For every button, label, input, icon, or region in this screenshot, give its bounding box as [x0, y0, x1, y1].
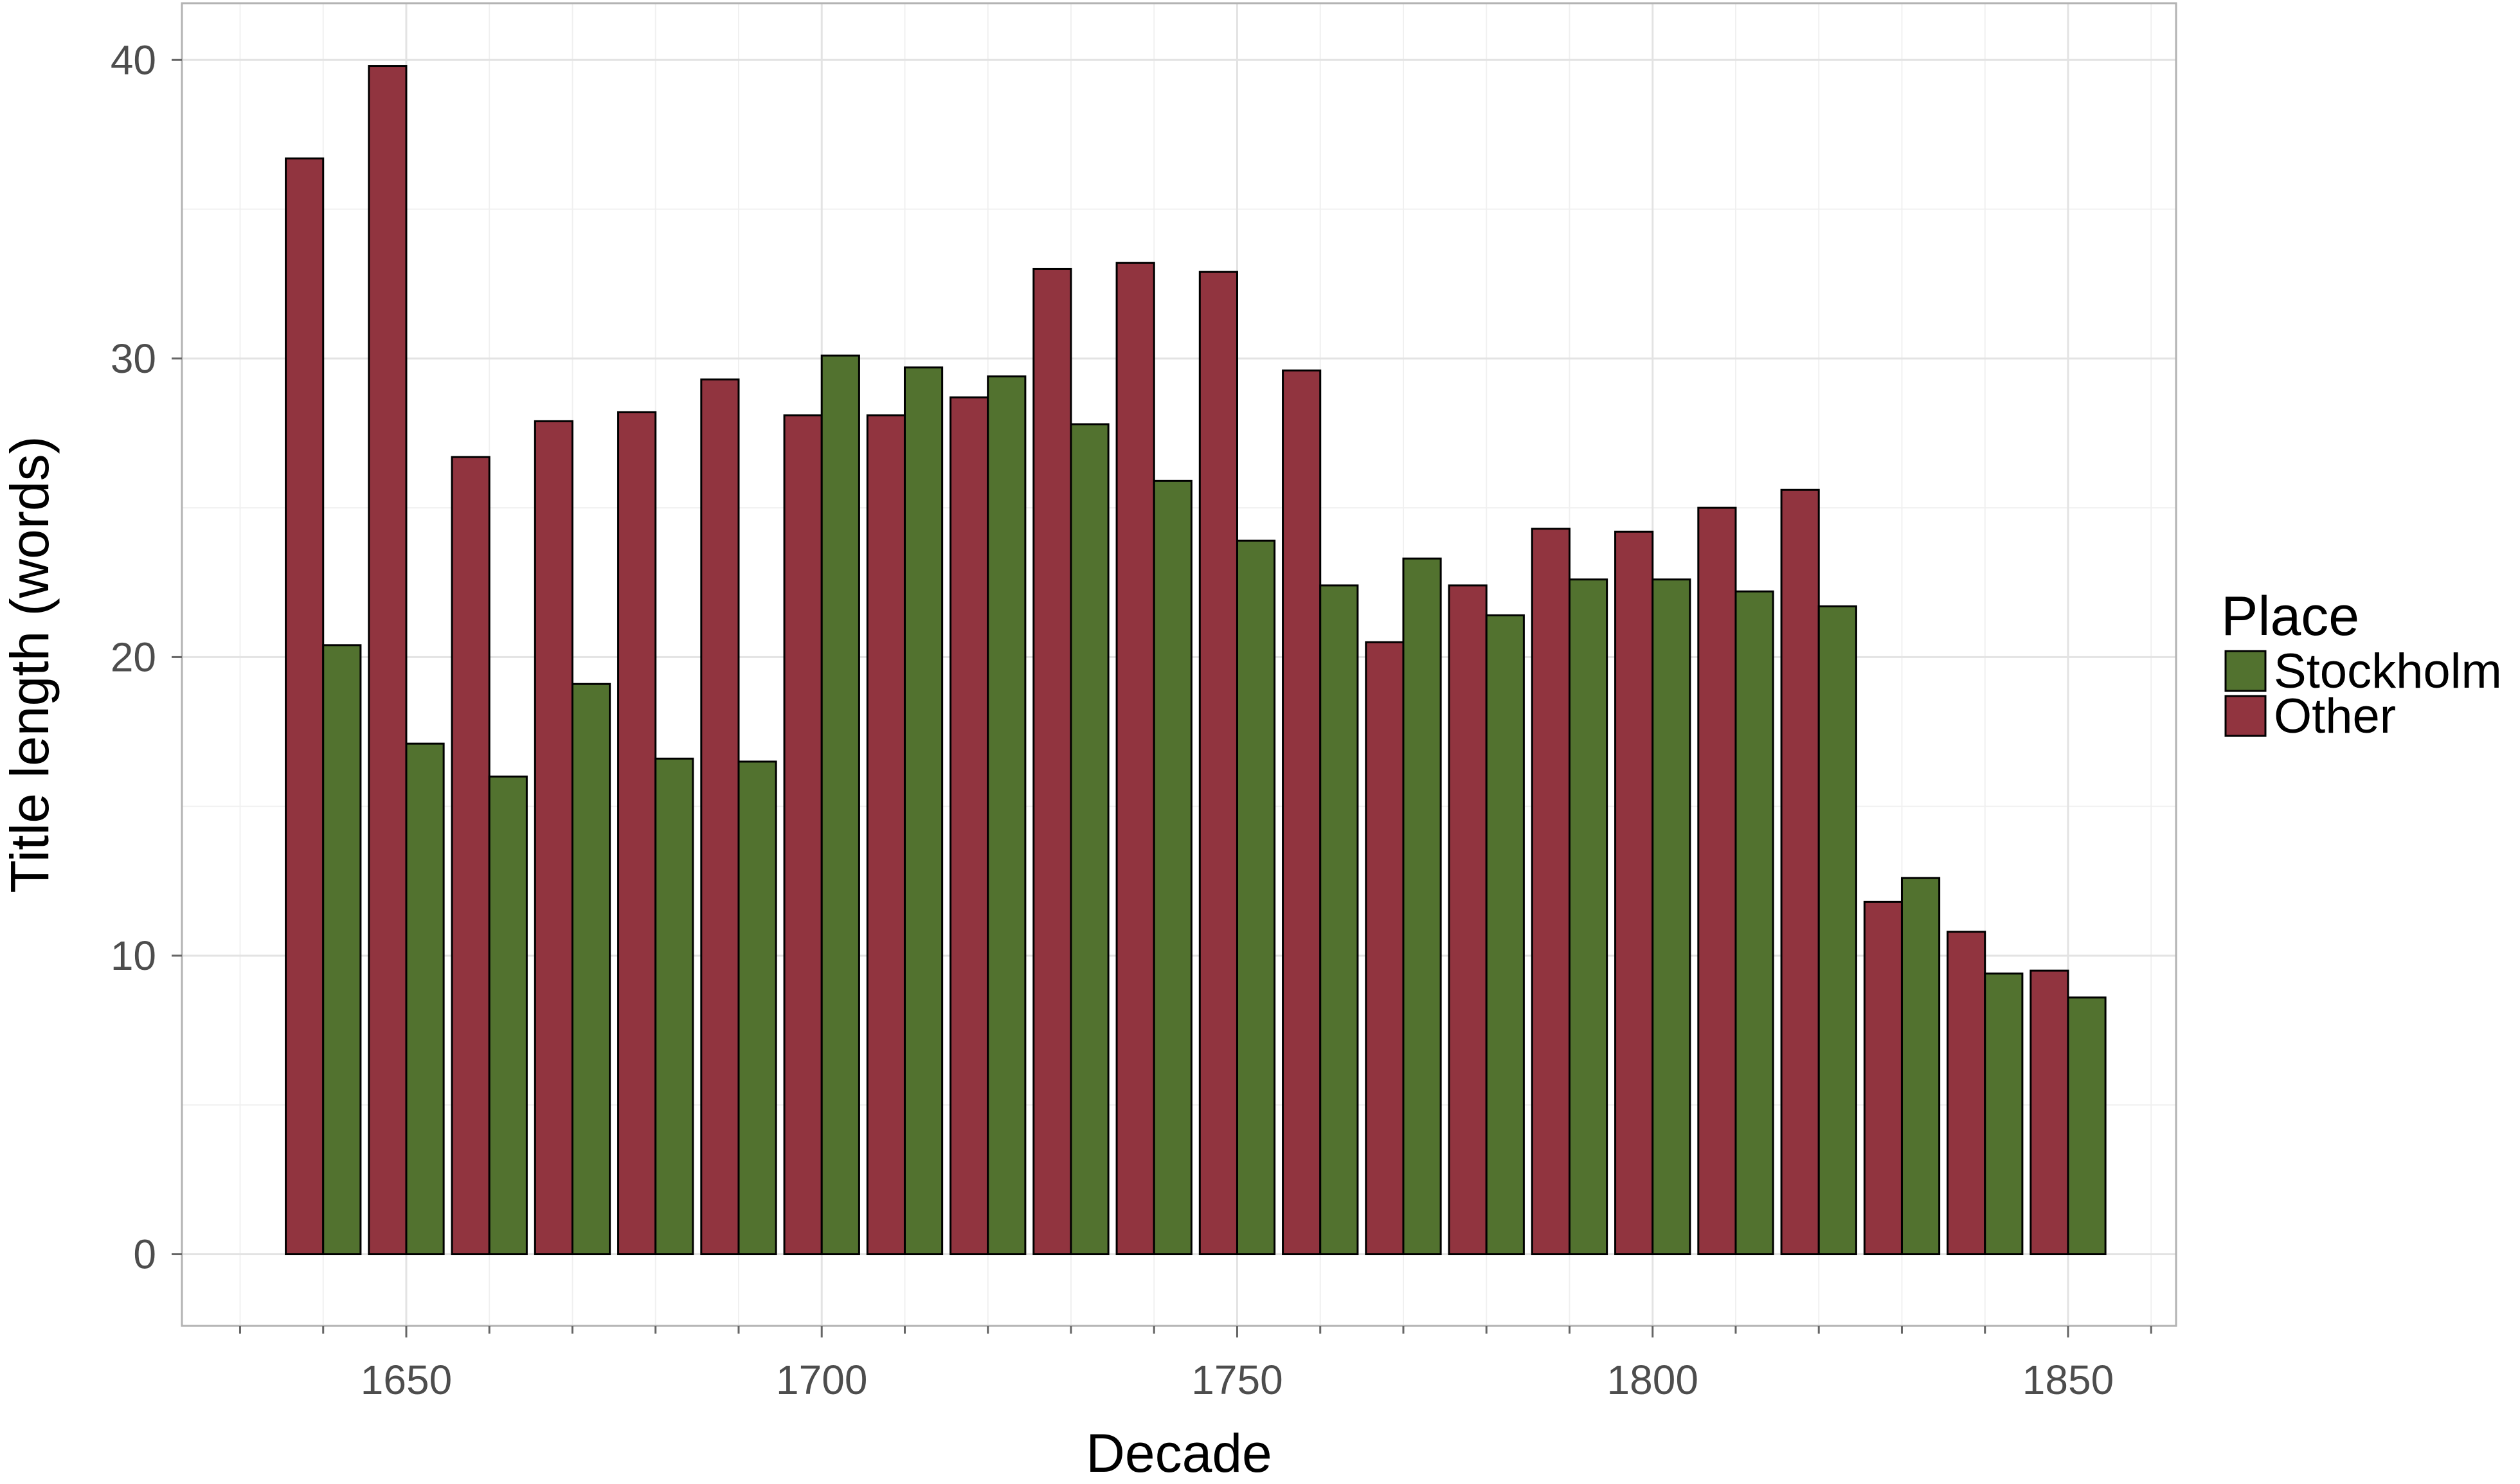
legend-title: Place [2221, 586, 2359, 647]
legend: Place Stockholm Other [2221, 586, 2502, 744]
legend-label-other: Other [2274, 689, 2396, 744]
bar-stockholm-1680 [654, 757, 694, 1256]
bar-other-1810 [1697, 506, 1737, 1256]
bar-other-1640 [285, 157, 325, 1256]
bar-other-1830 [1863, 900, 1903, 1256]
bar-stockholm-1660 [488, 775, 528, 1256]
y-tick-label: 40 [111, 37, 156, 83]
legend-label-stockholm: Stockholm [2274, 644, 2502, 699]
bar-other-1780 [1448, 584, 1488, 1256]
bar-other-1720 [950, 396, 989, 1256]
bar-other-1760 [1282, 369, 1322, 1256]
x-tick-label: 1650 [361, 1357, 452, 1403]
bar-other-1770 [1365, 641, 1405, 1256]
x-axis-title: Decade [1086, 1423, 1272, 1481]
bar-stockholm-1820 [1817, 605, 1857, 1256]
bar-stockholm-1850 [2067, 996, 2107, 1256]
bar-other-1710 [866, 414, 906, 1256]
bar-stockholm-1800 [1652, 578, 1691, 1256]
bar-stockholm-1710 [903, 366, 944, 1256]
bar-stockholm-1840 [1984, 972, 2024, 1256]
x-tick-label: 1750 [1191, 1357, 1282, 1403]
bar-other-1660 [451, 456, 491, 1256]
bar-stockholm-1760 [1319, 584, 1359, 1256]
bar-stockholm-1670 [571, 683, 611, 1256]
bar-stockholm-1810 [1734, 590, 1774, 1256]
bar-stockholm-1790 [1568, 578, 1608, 1256]
y-tick-label: 20 [111, 634, 156, 680]
bar-other-1840 [1947, 931, 1986, 1256]
bar-stockholm-1740 [1153, 479, 1192, 1256]
bar-stockholm-1690 [737, 760, 777, 1256]
bar-other-1700 [783, 414, 823, 1256]
bar-other-1650 [368, 65, 408, 1256]
bar-stockholm-1640 [322, 644, 362, 1256]
bar-other-1820 [1780, 488, 1820, 1256]
bar-stockholm-1700 [820, 354, 860, 1256]
bar-other-1850 [2030, 969, 2069, 1256]
legend-key-other [2224, 695, 2267, 737]
plot-panel [181, 2, 2177, 1327]
bar-other-1750 [1198, 271, 1238, 1256]
bar-other-1680 [617, 411, 657, 1256]
bar-other-1740 [1115, 262, 1155, 1256]
bar-other-1790 [1531, 528, 1571, 1256]
bar-stockholm-1780 [1485, 614, 1525, 1256]
bar-stockholm-1770 [1402, 557, 1442, 1256]
bar-stockholm-1650 [405, 742, 445, 1256]
bar-other-1730 [1032, 267, 1072, 1256]
bar-other-1690 [700, 378, 740, 1256]
x-tick-label: 1800 [1607, 1357, 1698, 1403]
y-tick-label: 30 [111, 335, 156, 382]
y-axis-title: Title length (words) [0, 436, 60, 893]
bar-other-1800 [1614, 530, 1654, 1256]
bar-stockholm-1720 [987, 375, 1027, 1256]
bar-stockholm-1750 [1236, 539, 1276, 1256]
y-tick-label: 0 [133, 1231, 156, 1278]
legend-key-stockholm [2224, 650, 2267, 692]
y-tick-label: 10 [111, 933, 156, 979]
bar-other-1670 [534, 420, 573, 1256]
x-tick-label: 1700 [776, 1357, 867, 1403]
x-tick-label: 1850 [2022, 1357, 2114, 1403]
bar-stockholm-1830 [1900, 877, 1941, 1256]
bar-stockholm-1730 [1070, 423, 1110, 1256]
